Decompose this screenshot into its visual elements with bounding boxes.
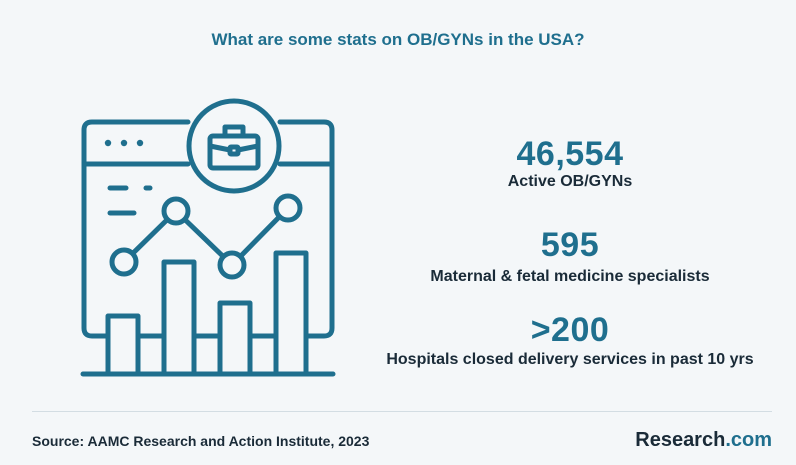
stat-value: 46,554 — [516, 135, 624, 173]
browser-dot-1 — [104, 139, 112, 147]
brand-suffix: .com — [725, 429, 772, 451]
stat-value: >200 — [530, 311, 610, 349]
chart-point-3 — [217, 250, 247, 280]
stat-label: Maternal & fetal medicine specialists — [430, 268, 710, 285]
source-citation: Source: AAMC Research and Action Institu… — [32, 433, 370, 449]
stat-value: 595 — [540, 226, 600, 264]
footer-divider — [32, 411, 772, 412]
page-title: What are some stats on OB/GYNs in the US… — [211, 30, 585, 49]
browser-dot-2 — [120, 139, 128, 147]
brand-logo: Research.com — [635, 429, 772, 452]
browser-window-frame — [81, 119, 335, 339]
chart-bar-4 — [273, 250, 309, 377]
briefcase-clasp — [227, 144, 241, 157]
chart-point-4 — [273, 193, 303, 223]
briefcase-handle — [222, 124, 246, 139]
chart-bar-2 — [161, 259, 197, 377]
browser-chart-icon — [80, 98, 336, 377]
chart-point-2 — [161, 196, 191, 226]
briefcase-body — [207, 133, 261, 171]
stat-hospitals-closed: >200 Hospitals closed delivery services … — [360, 312, 780, 370]
stat-label: Active OB/GYNs — [507, 173, 633, 190]
chart-point-1 — [109, 247, 139, 277]
browser-dot-3 — [136, 139, 144, 147]
brand-name: Research — [635, 429, 726, 451]
stat-active-obgyns: 46,554 Active OB/GYNs — [360, 136, 780, 192]
briefcase-flap — [207, 143, 261, 153]
stat-label: Hospitals closed delivery services in pa… — [386, 351, 754, 368]
chart-bar-3 — [217, 300, 253, 377]
stat-maternal-fetal-specialists: 595 Maternal & fetal medicine specialist… — [360, 227, 780, 287]
chart-trend-line — [121, 205, 291, 268]
illustration — [80, 96, 340, 382]
chart-bar-1 — [105, 313, 141, 377]
